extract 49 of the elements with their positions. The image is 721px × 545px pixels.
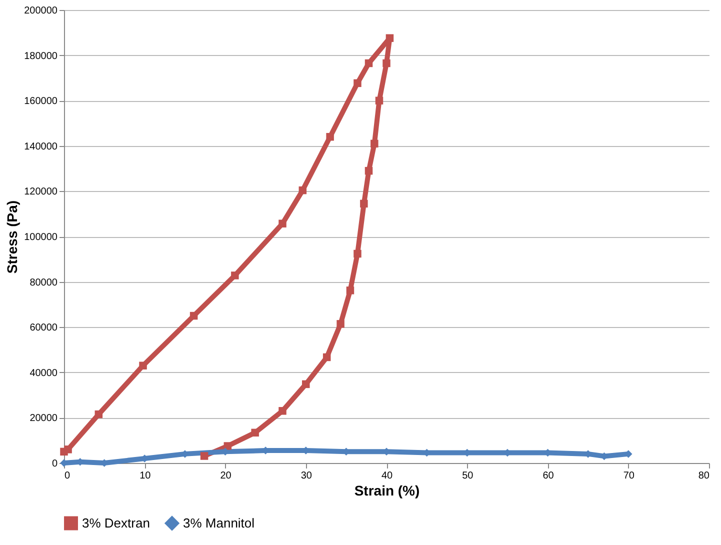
y-tick-label: 80000 xyxy=(30,277,58,288)
y-tick-label: 20000 xyxy=(30,413,58,424)
x-tick-label: 40 xyxy=(381,470,393,482)
x-axis-title: Strain (%) xyxy=(354,482,420,498)
point xyxy=(326,132,334,141)
y-tick-label: 100000 xyxy=(24,232,58,243)
point xyxy=(354,79,362,88)
point xyxy=(336,320,344,328)
point xyxy=(302,380,310,388)
point xyxy=(251,428,259,437)
y-tick-label: 140000 xyxy=(24,141,58,152)
y-tick-label: 180000 xyxy=(24,50,58,62)
legend-label: 3% Mannitol xyxy=(183,515,255,530)
point xyxy=(322,353,331,362)
x-tick-label: 30 xyxy=(300,470,312,482)
x-tick-label: 80 xyxy=(698,470,710,482)
point xyxy=(190,312,198,320)
x-tick-label: 70 xyxy=(623,470,635,482)
point xyxy=(94,410,103,418)
y-axis-title: Stress (Pa) xyxy=(4,200,20,274)
point xyxy=(364,166,373,175)
x-tick-label: 10 xyxy=(140,470,152,482)
y-tick-label: 200000 xyxy=(24,6,58,16)
y-tick-label: 0 xyxy=(52,458,58,470)
point xyxy=(139,362,147,370)
x-tick-label: 20 xyxy=(220,470,232,482)
point xyxy=(386,34,394,42)
legend-label: 3% Dextran xyxy=(82,515,150,530)
point xyxy=(382,59,390,68)
point xyxy=(360,200,368,208)
point xyxy=(354,250,362,258)
x-tick-label: 0 xyxy=(64,470,70,482)
y-tick-label: 120000 xyxy=(24,186,58,198)
point xyxy=(370,140,378,148)
point xyxy=(200,452,208,460)
x-tick-label: 50 xyxy=(462,470,474,482)
y-tick-label: 60000 xyxy=(30,322,58,334)
point xyxy=(278,407,286,415)
point xyxy=(224,442,232,450)
y-tick-label: 40000 xyxy=(30,368,58,379)
point xyxy=(346,286,354,294)
x-tick-label: 60 xyxy=(542,470,554,482)
point xyxy=(375,96,384,104)
point xyxy=(278,220,286,228)
point xyxy=(298,186,307,194)
y-tick-label: 160000 xyxy=(24,96,58,108)
point xyxy=(231,272,239,280)
point xyxy=(64,446,72,454)
point xyxy=(364,59,373,68)
